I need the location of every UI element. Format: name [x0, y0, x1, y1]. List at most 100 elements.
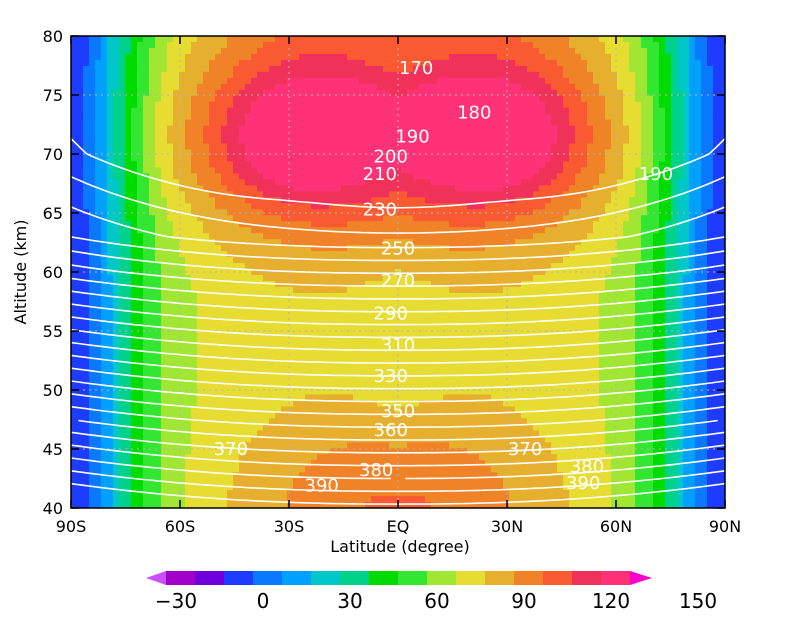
heatmap-cell — [539, 119, 546, 127]
heatmap-cell — [299, 47, 306, 55]
heatmap-cell — [251, 173, 258, 180]
heatmap-cell — [173, 221, 180, 228]
heatmap-cell — [635, 239, 642, 246]
heatmap-cell — [113, 71, 120, 79]
heatmap-cell — [317, 233, 324, 240]
heatmap-cell — [113, 125, 120, 133]
heatmap-cell — [701, 245, 708, 252]
heatmap-cell — [521, 161, 528, 169]
heatmap-cell — [431, 215, 438, 222]
heatmap-cell — [473, 304, 480, 312]
heatmap-cell — [461, 263, 468, 270]
heatmap-cell — [305, 197, 312, 204]
heatmap-cell — [269, 215, 276, 222]
heatmap-cell — [473, 280, 480, 288]
heatmap-cell — [707, 286, 714, 294]
heatmap-cell — [545, 119, 552, 127]
heatmap-cell — [353, 221, 360, 228]
heatmap-cell — [185, 251, 192, 258]
heatmap-cell — [503, 155, 510, 163]
heatmap-cell — [263, 251, 270, 258]
heatmap-cell — [497, 167, 504, 175]
heatmap-cell — [395, 185, 402, 192]
heatmap-cell — [695, 179, 702, 186]
heatmap-cell — [413, 53, 420, 61]
heatmap-cell — [719, 47, 725, 55]
heatmap-cell — [449, 197, 456, 204]
heatmap-cell — [305, 59, 312, 67]
heatmap-cell — [107, 101, 114, 109]
heatmap-cell — [665, 197, 672, 204]
heatmap-cell — [617, 59, 624, 67]
heatmap-cell — [479, 71, 486, 79]
heatmap-cell — [593, 197, 600, 204]
heatmap-cell — [245, 77, 252, 85]
heatmap-cell — [131, 221, 138, 228]
heatmap-cell — [137, 71, 144, 79]
heatmap-cell — [425, 191, 432, 198]
heatmap-cell — [659, 274, 666, 282]
heatmap-cell — [623, 269, 630, 276]
heatmap-cell — [263, 53, 270, 61]
heatmap-cell — [143, 41, 150, 49]
heatmap-cell — [185, 36, 192, 43]
heatmap-cell — [437, 209, 444, 216]
heatmap-cell — [413, 179, 420, 186]
heatmap-cell — [683, 119, 690, 127]
heatmap-cell — [233, 280, 240, 288]
heatmap-cell — [239, 113, 246, 121]
heatmap-cell — [359, 125, 366, 133]
heatmap-cell — [293, 286, 300, 294]
heatmap-cell — [101, 245, 108, 252]
heatmap-cell — [527, 137, 534, 145]
heatmap-cell — [683, 113, 690, 121]
heatmap-cell — [245, 83, 252, 91]
heatmap-cell — [641, 215, 648, 222]
heatmap-cell — [455, 131, 462, 139]
heatmap-cell — [71, 280, 78, 288]
heatmap-cell — [581, 137, 588, 145]
heatmap-cell — [623, 53, 630, 61]
heatmap-cell — [311, 221, 318, 228]
heatmap-cell — [695, 209, 702, 216]
heatmap-cell — [503, 245, 510, 252]
heatmap-cell — [83, 137, 90, 145]
heatmap-cell — [227, 77, 234, 85]
heatmap-cell — [623, 239, 630, 246]
heatmap-cell — [71, 203, 78, 210]
heatmap-cell — [359, 36, 366, 43]
heatmap-cell — [227, 179, 234, 186]
heatmap-cell — [365, 298, 372, 306]
heatmap-cell — [677, 131, 684, 139]
heatmap-cell — [635, 173, 642, 180]
heatmap-cell — [515, 36, 522, 43]
heatmap-cell — [257, 131, 264, 139]
heatmap-cell — [683, 101, 690, 109]
heatmap-cell — [623, 292, 630, 300]
heatmap-cell — [635, 155, 642, 163]
heatmap-cell — [149, 89, 156, 97]
heatmap-cell — [275, 89, 282, 97]
heatmap-cell — [635, 95, 642, 103]
heatmap-cell — [599, 95, 606, 103]
heatmap-cell — [599, 304, 606, 312]
heatmap-cell — [353, 113, 360, 121]
heatmap-cell — [653, 155, 660, 163]
heatmap-cell — [425, 101, 432, 109]
heatmap-cell — [293, 263, 300, 270]
heatmap-cell — [233, 227, 240, 234]
heatmap-cell — [527, 221, 534, 228]
heatmap-cell — [209, 257, 216, 264]
heatmap-cell — [389, 47, 396, 55]
heatmap-cell — [281, 245, 288, 252]
heatmap-cell — [215, 221, 222, 228]
heatmap-cell — [95, 263, 102, 270]
heatmap-cell — [707, 257, 714, 264]
heatmap-cell — [419, 53, 426, 61]
heatmap-cell — [443, 95, 450, 103]
heatmap-cell — [701, 167, 708, 175]
heatmap-cell — [563, 71, 570, 79]
heatmap-cell — [461, 191, 468, 198]
heatmap-cell — [593, 59, 600, 67]
heatmap-cell — [179, 59, 186, 67]
